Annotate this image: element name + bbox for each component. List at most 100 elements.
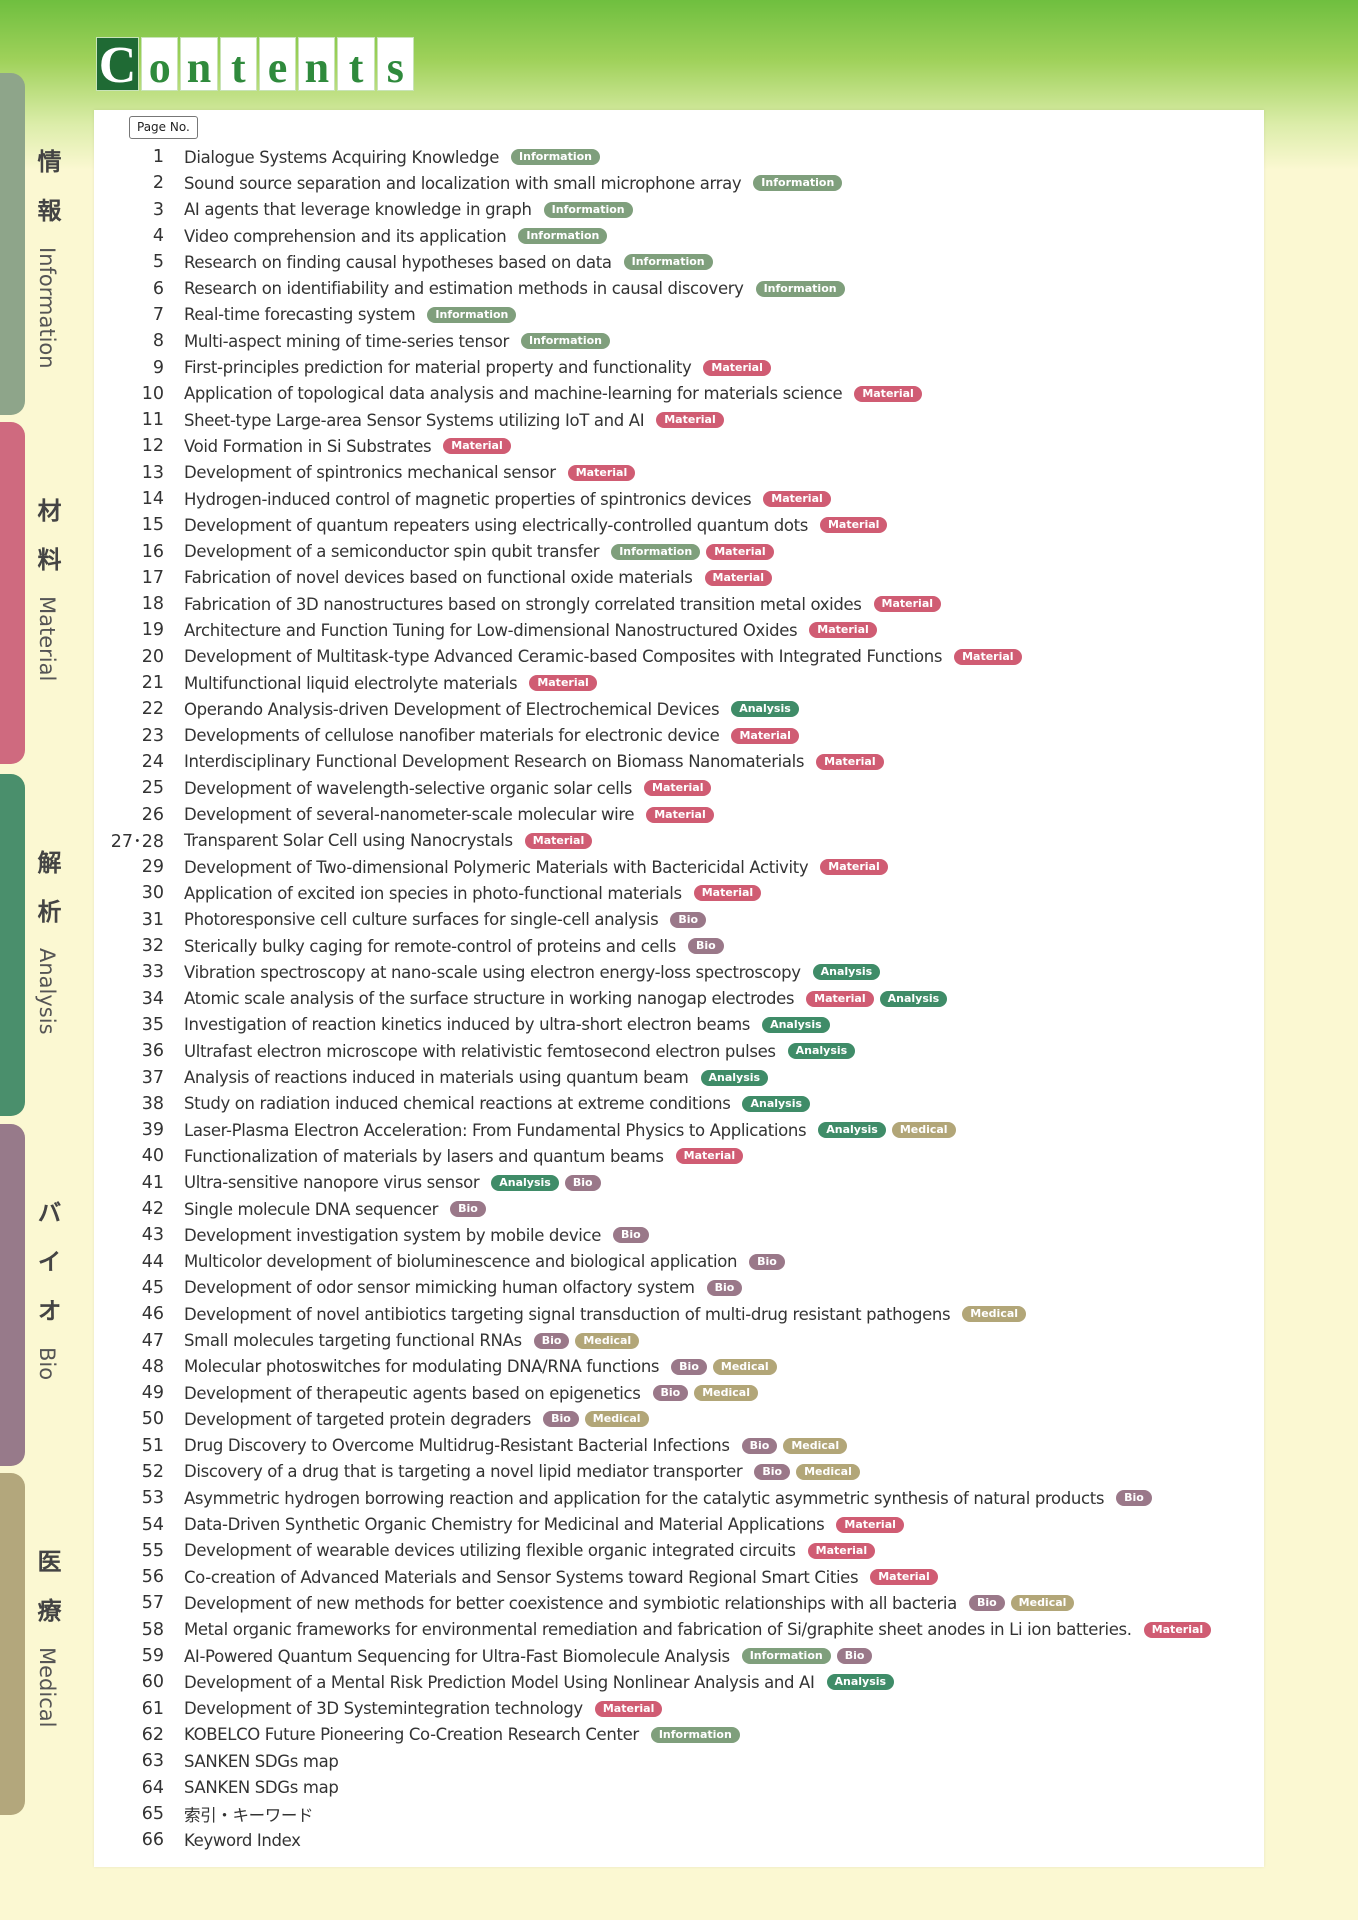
category-tag: Bio (968, 1595, 1005, 1612)
title-tile: C (96, 37, 140, 94)
contents-row: 7 Real-time forecasting system Information (94, 302, 1211, 328)
content-panel (94, 110, 1264, 1867)
entry-title: Co-creation of Advanced Materials and Se… (184, 1567, 859, 1587)
contents-row: 49 Development of therapeutic agents base… (94, 1380, 1211, 1406)
contents-row: 33 Vibration spectroscopy at nano-scale u… (94, 959, 1211, 985)
page-number: 56 (141, 1567, 164, 1588)
entry-title: Data-Driven Synthetic Organic Chemistry … (184, 1515, 825, 1535)
contents-row: 37 Analysis of reactions induced in mater… (94, 1064, 1211, 1090)
contents-row: 17 Fabrication of novel devices based on … (94, 565, 1211, 591)
contents-row: 16 Development of a semiconductor spin qu… (94, 538, 1211, 564)
page-number: 43 (141, 1225, 164, 1246)
category-tag: Material (706, 543, 774, 560)
contents-row: 42 Single molecule DNA sequencer Bio (94, 1196, 1211, 1222)
page-number: 41 (141, 1172, 164, 1193)
page-number: 49 (141, 1383, 164, 1404)
category-tag: Material (809, 622, 877, 639)
page-number: 35 (141, 1014, 164, 1035)
entry-title: Hydrogen-induced control of magnetic pro… (184, 489, 752, 509)
entry-title: Development of spintronics mechanical se… (184, 463, 556, 483)
entry-title: Single molecule DNA sequencer (184, 1199, 439, 1219)
contents-row: 62 KOBELCO Future Pioneering Co-Creation … (94, 1722, 1211, 1748)
category-tag: Information (753, 175, 843, 192)
contents-row: 15 Development of quantum repeaters using… (94, 512, 1211, 538)
category-tag: Analysis (700, 1069, 769, 1086)
contents-row: 20 Development of Multitask-type Advanced… (94, 644, 1211, 670)
page-number: 10 (141, 383, 164, 404)
sidebar-label: バイオBio (30, 1200, 65, 1380)
category-tag: Material (854, 385, 922, 402)
entry-title: Sound source separation and localization… (184, 173, 742, 193)
entry-title: Metal organic frameworks for environment… (184, 1620, 1132, 1640)
entry-title: Application of topological data analysis… (184, 384, 843, 404)
contents-row: 23 Developments of cellulose nanofiber ma… (94, 723, 1211, 749)
category-tag: Information (755, 280, 845, 297)
contents-row: 54 Data-Driven Synthetic Organic Chemistr… (94, 1511, 1211, 1537)
page-number: 11 (141, 410, 164, 431)
sidebar-label: 材料Material (30, 498, 65, 681)
contents-row: 47 Small molecules targeting functional R… (94, 1327, 1211, 1353)
sidebar-jp: 材料 (33, 498, 61, 596)
page-number: 27･28 (110, 832, 164, 853)
entry-title: Development of quantum repeaters using e… (184, 515, 808, 535)
entry-title: Development of new methods for better co… (184, 1593, 957, 1613)
title-tile: e (258, 37, 297, 92)
page-number: 13 (141, 462, 164, 483)
entry-title: Keyword Index (184, 1830, 301, 1850)
category-tag: Information (741, 1648, 831, 1665)
entry-title: Development of Two-dimensional Polymeric… (184, 857, 809, 877)
page-number: 61 (141, 1698, 164, 1719)
category-tag: Bio (671, 1358, 707, 1375)
entry-title: Atomic scale analysis of the surface str… (184, 989, 795, 1009)
category-tag: Medical (796, 1463, 860, 1480)
entry-title: Sterically bulky caging for remote-contr… (184, 936, 676, 956)
contents-row: 1 Dialogue Systems Acquiring Knowledge Inf… (94, 144, 1211, 170)
entry-title: Video comprehension and its application (184, 226, 507, 246)
entry-title: Ultra-sensitive nanopore virus sensor (184, 1173, 480, 1193)
page-number: 64 (141, 1777, 164, 1798)
page-number: 65 (141, 1803, 164, 1824)
contents-row: 22 Operando Analysis-driven Development o… (94, 696, 1211, 722)
contents-row: 21 Multifunctional liquid electrolyte mat… (94, 670, 1211, 696)
page-number: 53 (141, 1488, 164, 1509)
entry-title: KOBELCO Future Pioneering Co-Creation Re… (184, 1725, 639, 1745)
page-number: 22 (141, 699, 164, 720)
sidebar-en: Analysis (35, 948, 59, 1035)
sidebar-label: 解析Analysis (30, 850, 65, 1035)
contents-row: 27･28 Transparent Solar Cell using Nanocr… (94, 828, 1211, 854)
contents-row: 55 Development of wearable devices utiliz… (94, 1538, 1211, 1564)
contents-row: 9 First-principles prediction for materia… (94, 354, 1211, 380)
page-number: 44 (141, 1251, 164, 1272)
contents-row: 46 Development of novel antibiotics targe… (94, 1301, 1211, 1327)
entry-title: Development of odor sensor mimicking hum… (184, 1278, 695, 1298)
contents-row: 18 Fabrication of 3D nanostructures based… (94, 591, 1211, 617)
page-number: 23 (141, 725, 164, 746)
category-tag: Medical (694, 1385, 758, 1402)
page-number: 2 (152, 173, 164, 194)
entry-title: Development of a Mental Risk Prediction … (184, 1672, 815, 1692)
category-tag: Medical (1010, 1595, 1075, 1612)
category-tag: Bio (836, 1648, 873, 1665)
category-tag: Material (870, 1569, 938, 1586)
category-tag: Medical (575, 1332, 640, 1349)
entry-title: Functionalization of materials by lasers… (184, 1146, 664, 1166)
page-number: 66 (141, 1830, 164, 1851)
entry-title: AI-Powered Quantum Sequencing for Ultra-… (184, 1646, 730, 1666)
entry-title: First-principles prediction for material… (184, 358, 692, 378)
page-number: 5 (152, 252, 164, 273)
page-number: 15 (141, 515, 164, 536)
contents-row: 25 Development of wavelength-selective or… (94, 775, 1211, 801)
contents-row: 30 Application of excited ion species in … (94, 880, 1211, 906)
entry-title: Operando Analysis-driven Development of … (184, 699, 720, 719)
contents-row: 26 Development of several-nanometer-scale… (94, 801, 1211, 827)
category-tag: Analysis (491, 1174, 559, 1191)
category-tag: Material (954, 648, 1022, 665)
page-number: 25 (141, 778, 164, 799)
contents-list: 1 Dialogue Systems Acquiring Knowledge Inf… (94, 144, 1212, 1853)
category-tag: Bio (706, 1279, 743, 1296)
page-number: 8 (152, 331, 164, 352)
sidebar-tab (0, 774, 25, 1116)
page-number: 55 (141, 1540, 164, 1561)
